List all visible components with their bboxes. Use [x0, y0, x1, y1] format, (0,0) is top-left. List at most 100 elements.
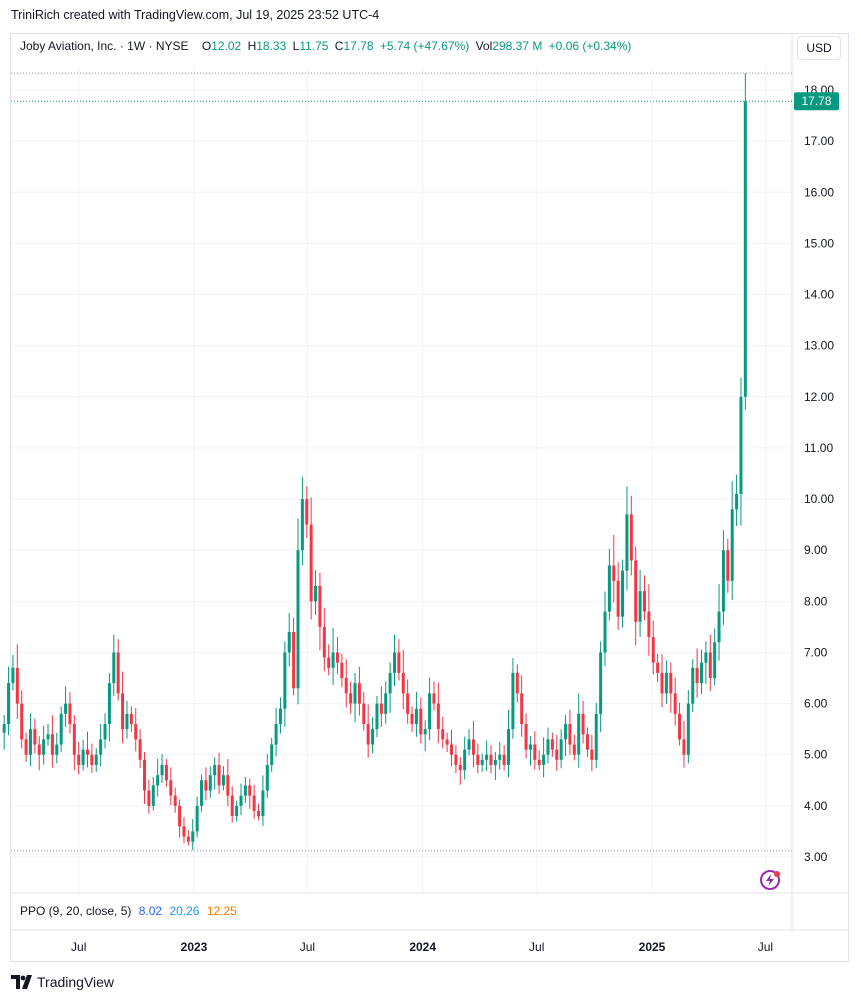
candle[interactable] [7, 666, 11, 736]
candle[interactable] [20, 690, 24, 749]
candle[interactable] [594, 702, 598, 769]
candle[interactable] [511, 658, 515, 739]
candle[interactable] [550, 732, 554, 757]
candle[interactable] [436, 682, 440, 744]
lightning-bolt-icon[interactable] [759, 869, 781, 891]
candle[interactable] [726, 538, 730, 593]
candle[interactable] [743, 73, 747, 410]
candle[interactable] [647, 584, 651, 656]
candle[interactable] [542, 737, 546, 778]
candle[interactable] [340, 654, 344, 688]
candle[interactable] [528, 736, 532, 766]
candle[interactable] [107, 672, 111, 742]
candle[interactable] [366, 704, 370, 758]
candle[interactable] [287, 613, 291, 667]
candle[interactable] [335, 636, 339, 675]
candle[interactable] [77, 741, 81, 775]
candle[interactable] [248, 778, 252, 809]
candle[interactable] [327, 644, 331, 676]
candle[interactable] [406, 679, 410, 724]
candle[interactable] [612, 534, 616, 603]
candle[interactable] [160, 754, 164, 784]
candle[interactable] [686, 690, 690, 764]
candle[interactable] [178, 799, 182, 838]
candle[interactable] [524, 713, 528, 759]
candle[interactable] [515, 664, 519, 703]
candle[interactable] [621, 559, 625, 628]
candle[interactable] [555, 734, 559, 771]
symbol-name[interactable]: Joby Aviation, Inc. · 1W · NYSE [20, 39, 189, 53]
candle[interactable] [278, 697, 282, 734]
candle[interactable] [463, 736, 467, 780]
candle[interactable] [419, 697, 423, 744]
candle[interactable] [568, 709, 572, 755]
candle[interactable] [432, 681, 436, 711]
candle[interactable] [678, 702, 682, 746]
candle[interactable] [695, 648, 699, 698]
candle[interactable] [489, 745, 493, 774]
candle[interactable] [691, 659, 695, 713]
candle[interactable] [121, 671, 125, 744]
candle[interactable] [28, 713, 32, 767]
candle[interactable] [375, 695, 379, 737]
candle[interactable] [371, 716, 375, 754]
candle[interactable] [164, 758, 168, 787]
candle[interactable] [235, 800, 239, 822]
candle[interactable] [116, 639, 120, 701]
candle[interactable] [257, 803, 261, 821]
candle[interactable] [300, 476, 304, 566]
candle[interactable] [112, 634, 116, 696]
candle[interactable] [699, 649, 703, 695]
candle[interactable] [143, 752, 147, 804]
candle[interactable] [261, 775, 265, 826]
candle[interactable] [138, 729, 142, 769]
candle[interactable] [585, 727, 589, 757]
candle[interactable] [502, 745, 506, 771]
candle[interactable] [599, 641, 603, 732]
candle[interactable] [204, 767, 208, 801]
candle[interactable] [217, 752, 221, 795]
candle[interactable] [388, 662, 392, 713]
candle[interactable] [353, 672, 357, 723]
currency-button[interactable]: USD [797, 36, 841, 60]
candle[interactable] [331, 627, 335, 685]
candle[interactable] [243, 776, 247, 803]
ppo-indicator-legend[interactable]: PPO (9, 20, close, 5) 8.02 20.26 12.25 [20, 904, 237, 918]
candle[interactable] [730, 481, 734, 600]
candle[interactable] [379, 686, 383, 728]
candle[interactable] [42, 725, 46, 765]
candle[interactable] [182, 817, 186, 844]
candle[interactable] [450, 729, 454, 767]
candle[interactable] [37, 736, 41, 771]
candle[interactable] [72, 715, 76, 771]
candle[interactable] [195, 796, 199, 838]
candle[interactable] [309, 497, 313, 620]
candle[interactable] [59, 706, 63, 752]
candle[interactable] [520, 675, 524, 737]
candle[interactable] [717, 584, 721, 661]
candle[interactable] [81, 739, 85, 771]
candle[interactable] [68, 692, 72, 734]
candle[interactable] [362, 692, 366, 731]
candle[interactable] [577, 693, 581, 768]
candle[interactable] [33, 718, 37, 754]
candle[interactable] [603, 591, 607, 667]
candle[interactable] [480, 753, 484, 772]
candle[interactable] [296, 518, 300, 705]
candle[interactable] [669, 662, 673, 713]
candle[interactable] [445, 732, 449, 752]
candle[interactable] [476, 743, 480, 774]
candle[interactable] [397, 639, 401, 681]
candle[interactable] [414, 691, 418, 737]
candle[interactable] [673, 677, 677, 726]
candle[interactable] [252, 784, 256, 819]
candle[interactable] [265, 754, 269, 798]
candle[interactable] [230, 786, 234, 823]
candle[interactable] [2, 715, 6, 750]
candle[interactable] [507, 709, 511, 778]
candle[interactable] [629, 495, 633, 576]
candle[interactable] [392, 634, 396, 687]
candle[interactable] [708, 634, 712, 691]
candle[interactable] [441, 716, 445, 749]
candle[interactable] [151, 776, 155, 811]
